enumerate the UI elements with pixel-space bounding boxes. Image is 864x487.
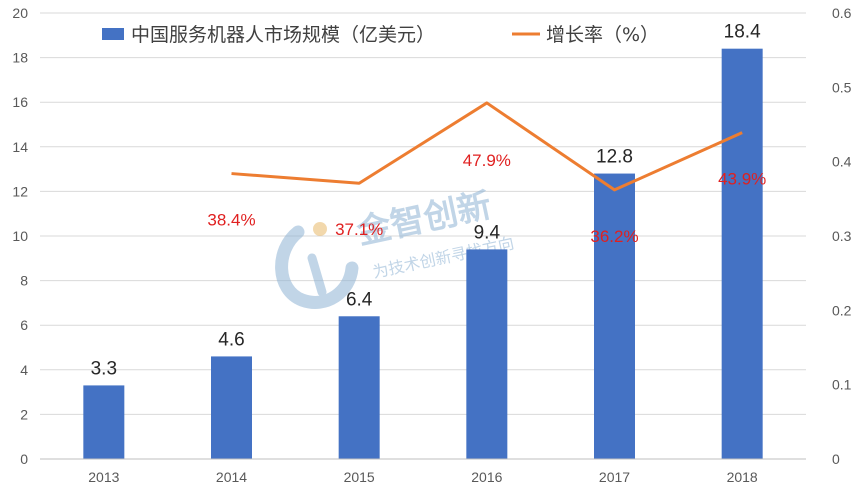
- y-left-tick-label: 12: [12, 183, 28, 199]
- y-left-tick-label: 4: [20, 362, 28, 378]
- axes: 0 2 4 6 8 10 12 14 16 18 20 0 0.1 0.2 0.3 0.4 0.5 0.6 2013…: [12, 5, 851, 485]
- watermark-logo-icon: [275, 222, 359, 309]
- y-left-tick-label: 2: [20, 406, 28, 422]
- x-tick-label: 2016: [471, 469, 502, 485]
- y-right-tick-label: 0.1: [832, 377, 852, 393]
- bar-value-label: 3.3: [91, 358, 117, 379]
- legend-bar-swatch: [102, 28, 124, 40]
- gridlines: [40, 12, 806, 415]
- bar-value-label: 6.4: [346, 289, 373, 310]
- growth-rate-label: 36.2%: [590, 227, 638, 246]
- x-tick-label: 2014: [216, 469, 247, 485]
- data-labels: 3.3 4.6 6.4 9.4 12.8 18.4 38.4% 37.1% 47.9% 36.2%…: [91, 22, 767, 380]
- y-right-tick-label: 0: [832, 451, 840, 467]
- growth-rate-line: [231, 101, 743, 192]
- legend: 中国服务机器人市场规模（亿美元） 增长率（%）: [102, 24, 659, 46]
- y-left-tick-label: 10: [12, 228, 28, 244]
- bar: [594, 173, 635, 459]
- bar: [338, 316, 380, 459]
- bar: [721, 48, 763, 460]
- y-right-tick-label: 0.5: [832, 79, 852, 95]
- bar: [466, 249, 508, 459]
- bar-series: [83, 48, 763, 460]
- y-left-tick-label: 0: [20, 451, 28, 467]
- y-right-tick-label: 0.2: [832, 302, 852, 318]
- bar-value-label: 12.8: [596, 147, 633, 168]
- y-left-tick-label: 20: [12, 5, 28, 21]
- growth-rate-label: 38.4%: [207, 211, 255, 230]
- growth-rate-label: 47.9%: [463, 151, 511, 170]
- y-left-tick-label: 6: [20, 317, 28, 333]
- growth-rate-label: 43.9%: [718, 170, 766, 189]
- x-tick-label: 2015: [344, 469, 375, 485]
- y-left-tick-label: 18: [12, 50, 28, 66]
- bar-value-label: 4.6: [218, 329, 244, 350]
- x-tick-label: 2013: [88, 469, 119, 485]
- growth-rate-label: 37.1%: [335, 220, 383, 239]
- x-tick-label: 2018: [727, 469, 758, 485]
- y-right-tick-label: 0.6: [832, 5, 852, 21]
- y-left-tick-label: 16: [12, 94, 28, 110]
- bar: [83, 385, 125, 459]
- legend-line-label: 增长率（%）: [546, 24, 659, 46]
- y-right-tick-label: 0.3: [832, 228, 852, 244]
- y-left-tick-label: 8: [20, 273, 28, 289]
- bar-value-label: 9.4: [474, 222, 501, 243]
- x-tick-label: 2017: [599, 469, 630, 485]
- y-right-tick-label: 0.4: [832, 154, 852, 170]
- line-series: [231, 101, 743, 192]
- bar: [211, 356, 252, 459]
- legend-bar-label: 中国服务机器人市场规模（亿美元）: [131, 24, 435, 46]
- bar-value-label: 18.4: [724, 22, 761, 43]
- y-left-tick-label: 14: [12, 139, 28, 155]
